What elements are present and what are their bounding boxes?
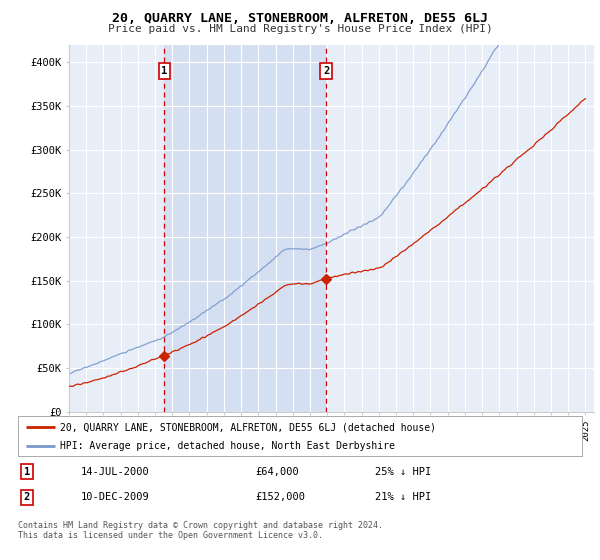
Text: £64,000: £64,000 <box>255 466 299 477</box>
Text: 20, QUARRY LANE, STONEBROOM, ALFRETON, DE55 6LJ (detached house): 20, QUARRY LANE, STONEBROOM, ALFRETON, D… <box>60 422 436 432</box>
Text: 10-DEC-2009: 10-DEC-2009 <box>81 492 150 502</box>
Text: 1: 1 <box>24 466 30 477</box>
Text: Contains HM Land Registry data © Crown copyright and database right 2024.
This d: Contains HM Land Registry data © Crown c… <box>18 521 383 540</box>
Text: 1: 1 <box>161 66 167 76</box>
Text: 20, QUARRY LANE, STONEBROOM, ALFRETON, DE55 6LJ: 20, QUARRY LANE, STONEBROOM, ALFRETON, D… <box>112 12 488 25</box>
Text: 14-JUL-2000: 14-JUL-2000 <box>81 466 150 477</box>
Text: HPI: Average price, detached house, North East Derbyshire: HPI: Average price, detached house, Nort… <box>60 441 395 451</box>
Text: 21% ↓ HPI: 21% ↓ HPI <box>375 492 431 502</box>
Text: 2: 2 <box>24 492 30 502</box>
Text: Price paid vs. HM Land Registry's House Price Index (HPI): Price paid vs. HM Land Registry's House … <box>107 24 493 34</box>
Bar <box>164 45 326 412</box>
Text: 25% ↓ HPI: 25% ↓ HPI <box>375 466 431 477</box>
Text: £152,000: £152,000 <box>255 492 305 502</box>
Text: 2: 2 <box>323 66 329 76</box>
